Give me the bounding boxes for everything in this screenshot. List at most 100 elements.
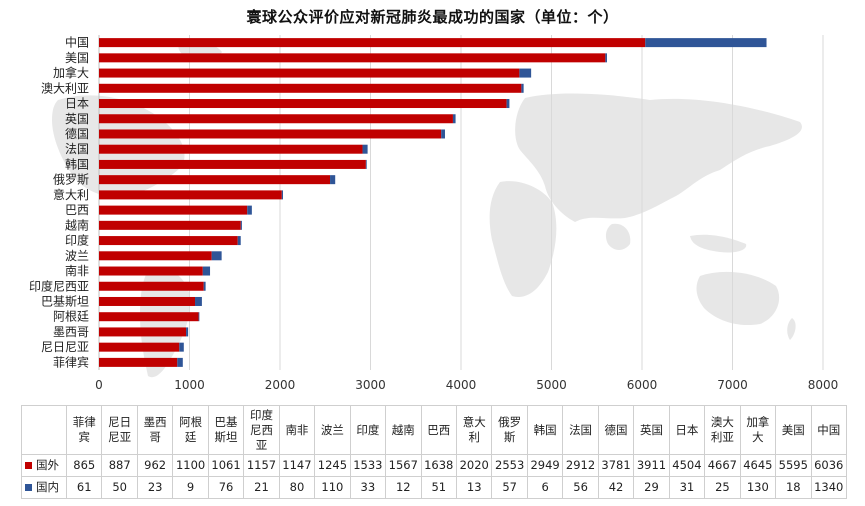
bar-domestic-15 [441,129,445,139]
bar-domestic-17 [506,99,510,109]
bar-foreign-4 [99,296,196,306]
table-header-8: 印度 [349,405,387,455]
table-header-19: 加拿大 [739,405,777,455]
table-cell-series-1-4: 1061 [207,454,245,477]
table-header-20: 美国 [775,405,812,455]
legend-swatch-series-2 [25,484,32,491]
table-row-series-2: 国内 61 50 23 9 76 21 80 110 33 12 51 13 57 6 56 42 29 31 25… [21,476,848,499]
category-label-16: 英国 [65,112,89,126]
table-header-11: 意大利 [455,405,493,455]
table-cell-series-1-17: 4504 [668,454,706,477]
bar-foreign-19 [99,68,520,78]
table-header-16: 英国 [633,405,670,455]
x-tick-label-3: 3000 [355,378,386,392]
table-header-9: 越南 [385,405,422,455]
table-cell-series-1-15: 3781 [597,454,635,477]
x-tick-label-5: 5000 [536,378,567,392]
bar-domestic-4 [195,296,202,306]
table-cell-series-1-1: 887 [101,454,138,477]
category-label-11: 意大利 [53,187,89,202]
bar-domestic-8 [237,236,241,246]
bar-foreign-13 [99,159,366,169]
table-cell-series-2-17: 31 [668,476,706,499]
table-cell-series-1-7: 1245 [314,454,351,477]
category-label-8: 印度 [65,233,89,248]
table-header-row: 菲律宾尼日 尼亚 墨西哥阿根廷巴基 斯坦 印度 尼西亚南非 波兰 印度 越南 巴西 意大利俄罗斯韩国… [21,405,848,455]
bar-foreign-3 [99,312,199,322]
table-cell-series-1-19: 4645 [739,454,777,477]
table-cell-series-1-16: 3911 [633,454,670,477]
bar-foreign-17 [99,99,507,109]
table-cell-series-1-11: 2020 [455,454,493,477]
table-cell-series-1-12: 2553 [491,454,528,477]
table-header-15: 德国 [597,405,635,455]
category-label-21: 中国 [65,35,89,50]
category-label-5: 印度尼西亚 [29,278,89,293]
table-header-17: 日本 [668,405,706,455]
category-label-0: 菲律宾 [53,354,89,369]
bar-foreign-18 [99,83,522,93]
legend-label-series-2: 国内 [36,480,59,494]
chart-title: 寰球公众评价应对新冠肺炎最成功的国家（单位：个） [246,8,619,26]
table-cell-series-2-12: 57 [491,476,528,499]
table-cell-series-2-16: 29 [633,476,670,499]
bar-domestic-0 [177,357,183,367]
bar-foreign-9 [99,220,241,230]
category-label-13: 韩国 [65,156,89,171]
table-cell-series-2-6: 80 [278,476,316,499]
table-header-7: 波兰 [314,405,351,455]
table-cell-series-2-19: 130 [739,476,777,499]
table-cell-series-2-20: 18 [775,476,812,499]
table-cell-series-2-14: 56 [562,476,599,499]
table-cell-series-2-18: 25 [704,476,741,499]
bar-domestic-21 [645,38,767,48]
bar-domestic-19 [519,68,532,78]
table-cell-series-1-5: 1157 [243,454,280,477]
table-header-21: 中国 [810,405,848,455]
table-cell-series-2-3: 9 [172,476,209,499]
x-tick-label-1: 1000 [174,378,205,392]
bar-foreign-20 [99,53,606,63]
table-cell-series-1-0: 865 [65,454,103,477]
bar-domestic-6 [202,266,211,276]
legend-swatch-series-1 [25,462,32,469]
x-tick-label-0: 0 [95,378,103,392]
bar-domestic-20 [605,53,607,63]
bar-foreign-6 [99,266,203,276]
legend-label-series-1: 国外 [36,458,59,472]
bar-foreign-7 [99,251,212,261]
bar-domestic-13 [365,159,367,169]
x-tick-label-8: 8000 [808,378,839,392]
bar-foreign-10 [99,205,248,215]
category-label-15: 德国 [65,126,89,141]
table-cell-series-2-9: 12 [385,476,422,499]
table-cell-series-2-1: 50 [101,476,138,499]
bar-foreign-15 [99,129,442,139]
bar-chart: 0 1000 2000 3000 4000 5000 6000 7000 8000 菲律宾尼日尼亚… [29,35,839,392]
category-label-18: 澳大利亚 [41,81,89,95]
table-cell-series-1-9: 1567 [385,454,422,477]
table-corner-cell [21,405,67,455]
table-cell-series-2-21: 1340 [810,476,848,499]
table-cell-series-1-6: 1147 [278,454,316,477]
table-cell-series-1-21: 6036 [810,454,848,477]
table-header-1: 尼日 尼亚 [101,405,138,455]
category-label-6: 南非 [65,263,89,278]
bar-domestic-5 [203,281,206,291]
x-tick-label-7: 7000 [717,378,748,392]
table-cell-series-2-10: 51 [420,476,457,499]
bar-foreign-21 [99,38,646,48]
table-cell-series-2-4: 76 [207,476,245,499]
category-label-7: 波兰 [65,249,89,263]
table-cell-series-1-13: 2949 [526,454,564,477]
bar-foreign-14 [99,144,363,154]
category-label-17: 日本 [65,97,89,111]
table-cell-series-2-13: 6 [526,476,564,499]
category-label-3: 阿根廷 [53,310,89,324]
category-label-20: 美国 [65,51,89,65]
bar-foreign-12 [99,175,331,185]
table-header-12: 俄罗斯 [491,405,528,455]
table-row-series-1: 国外 865 887 962 1100 1061 1157 1147 1245 1533 1567… [21,454,848,477]
category-label-19: 加拿大 [53,65,89,80]
